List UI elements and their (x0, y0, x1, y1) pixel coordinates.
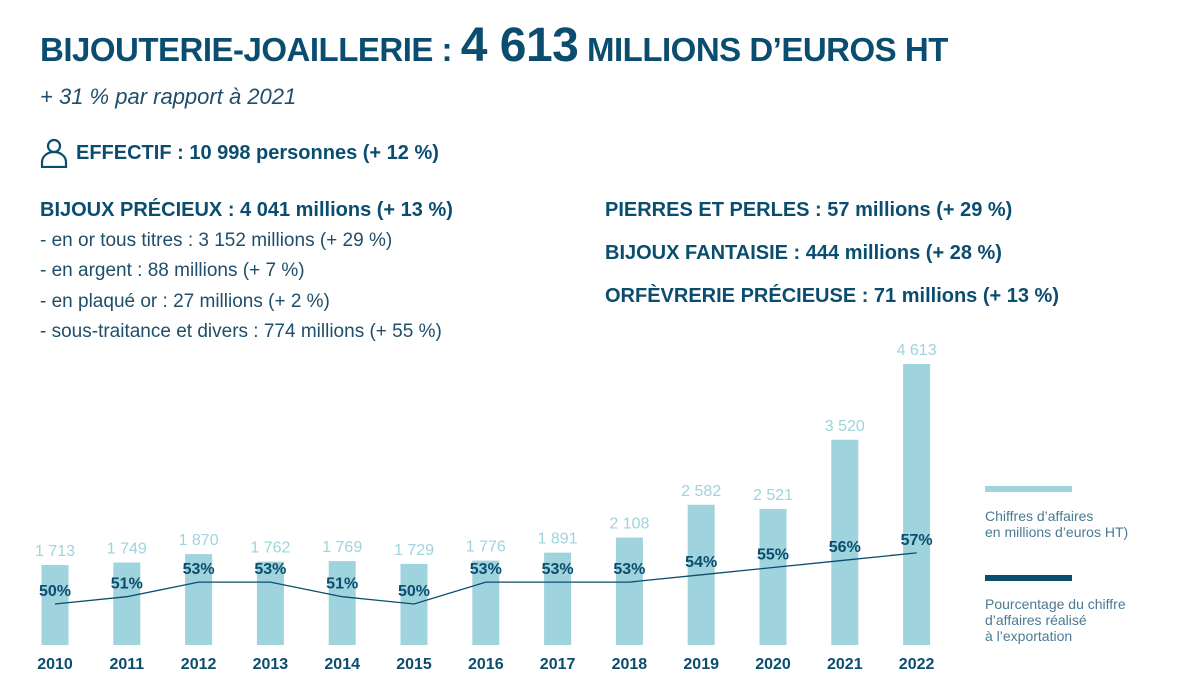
bar (472, 560, 500, 645)
bar (256, 561, 284, 645)
x-tick-label: 2022 (899, 656, 935, 673)
bar-value-label: 2 582 (681, 483, 721, 500)
title-suffix: MILLIONS D’EUROS HT (587, 31, 948, 68)
x-tick-label: 2020 (755, 656, 791, 673)
bar-value-label: 3 520 (825, 418, 865, 435)
x-tick-label: 2010 (37, 656, 73, 673)
bar-value-label: 2 108 (609, 516, 649, 533)
right-item: BIJOUX FANTAISIE : 444 millions (+ 28 %) (605, 242, 1002, 264)
x-tick-label: 2018 (612, 656, 648, 673)
bar-value-label: 1 891 (538, 531, 578, 548)
right-item: ORFÈVRERIE PRÉCIEUSE : 71 millions (+ 13… (605, 285, 1060, 307)
legend-swatch-line (985, 575, 1072, 581)
x-tick-label: 2014 (324, 656, 360, 673)
left-item: - sous-traitance et divers : 774 million… (40, 321, 442, 342)
percent-label: 50% (398, 583, 430, 600)
title-value: 4 613 (460, 19, 579, 72)
percent-label: 53% (183, 561, 215, 578)
title-prefix: BIJOUTERIE-JOAILLERIE : (40, 31, 453, 68)
left-item: - en or tous titres : 3 152 millions (+ … (40, 230, 393, 251)
percent-label: 50% (39, 583, 71, 600)
bar-value-label: 1 713 (35, 543, 75, 560)
legend-label-bars: Chiffres d’affaires en millions d’euros H… (985, 508, 1185, 540)
x-tick-label: 2015 (396, 656, 432, 673)
bar (113, 562, 141, 645)
percent-label: 51% (111, 576, 143, 593)
x-tick-label: 2021 (827, 656, 863, 673)
bar (615, 537, 643, 645)
person-icon (40, 138, 68, 168)
bar (903, 364, 931, 645)
staff-line: EFFECTIF : 10 998 personnes (+ 12 %) (40, 138, 439, 168)
bar (185, 554, 213, 645)
legend-label-line: Pourcentage du chiffre d’affaires réalisé… (985, 596, 1185, 644)
bar-value-label: 1 762 (250, 540, 290, 557)
x-tick-label: 2019 (683, 656, 719, 673)
bar-value-label: 2 521 (753, 487, 793, 504)
subtitle: + 31 % par rapport à 2021 (40, 84, 297, 109)
percent-label: 53% (542, 561, 574, 578)
bar (41, 564, 69, 645)
legend-swatch-bars (985, 486, 1072, 492)
bar-value-label: 1 776 (466, 539, 506, 556)
legend-line: en millions d’euros HT) (985, 524, 1129, 540)
bar-value-label: 4 613 (897, 342, 937, 359)
bar-value-label: 1 729 (394, 542, 434, 559)
right-item: PIERRES ET PERLES : 57 millions (+ 29 %) (605, 199, 1013, 221)
percent-label: 53% (613, 561, 645, 578)
percent-label: 51% (326, 576, 358, 593)
percent-label: 54% (685, 554, 717, 571)
x-tick-label: 2017 (540, 656, 576, 673)
percent-label: 53% (254, 561, 286, 578)
legend-line: d’affaires réalisé (985, 612, 1087, 628)
bar (759, 508, 787, 645)
bar-value-label: 1 870 (179, 532, 219, 549)
legend-line: Chiffres d’affaires (985, 508, 1094, 524)
x-tick-label: 2012 (181, 656, 217, 673)
percent-label: 57% (901, 532, 933, 549)
page-title: BIJOUTERIE-JOAILLERIE : 4 613 MILLIONS D… (40, 18, 948, 73)
bar (831, 439, 859, 645)
percent-label: 55% (757, 547, 789, 564)
chart: 1 713 2010 1 749 2011 1 870 2012 1 762 2013 1 76… (35, 342, 937, 673)
bar (328, 561, 356, 645)
legend-line: Pourcentage du chiffre (985, 596, 1126, 612)
percent-label: 56% (829, 539, 861, 556)
bar (544, 552, 572, 645)
staff-text: EFFECTIF : 10 998 personnes (+ 12 %) (76, 141, 439, 164)
left-item: - en plaqué or : 27 millions (+ 2 %) (40, 291, 330, 312)
x-tick-label: 2013 (253, 656, 289, 673)
left-item: - en argent : 88 millions (+ 7 %) (40, 260, 305, 281)
percent-label: 53% (470, 561, 502, 578)
x-tick-label: 2011 (109, 656, 144, 673)
legend-line: à l’exportation (985, 628, 1073, 644)
x-tick-label: 2016 (468, 656, 504, 673)
bar-value-label: 1 769 (322, 539, 362, 556)
left-heading: BIJOUX PRÉCIEUX : 4 041 millions (+ 13 %… (40, 199, 453, 221)
bar-value-label: 1 749 (107, 540, 147, 557)
